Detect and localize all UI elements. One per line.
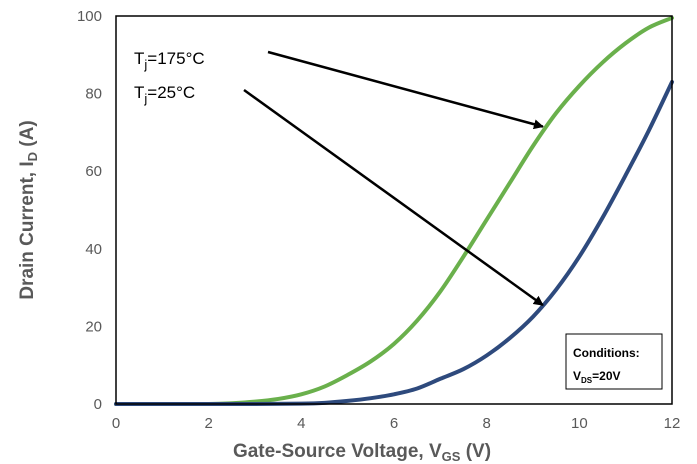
x-tick-label: 2 [204,415,212,432]
x-tick-label: 8 [482,415,490,432]
y-tick-label: 100 [77,8,102,25]
annotation-label-tj-25c: Tj=25°C [134,83,195,106]
annotation-arrow-tj-175c [267,50,544,130]
x-tick-label: 12 [664,415,681,432]
annotations: Tj=175°C Tj=25°C [134,49,544,307]
x-axis-title: Gate-Source Voltage, VGS (V) [233,441,491,464]
conditions-box: Conditions: VDS=20V [565,333,663,390]
annotation-label-tj-175c: Tj=175°C [134,49,205,72]
conditions-value: VDS=20V [573,369,621,385]
x-tick-label: 4 [297,415,305,432]
y-axis-ticks: 0 20 40 60 80 100 [77,8,102,413]
x-axis-ticks: 0 2 4 6 8 10 12 [112,415,681,432]
y-tick-label: 40 [85,241,102,258]
y-axis-title: Drain Current, ID (A) [17,120,40,299]
x-tick-label: 6 [390,415,398,432]
x-tick-label: 0 [112,415,120,432]
y-tick-label: 60 [85,163,102,180]
annotation-arrow-tj-25c [243,88,544,307]
y-tick-label: 80 [85,86,102,103]
conditions-heading: Conditions: [573,346,640,360]
x-tick-label: 10 [571,415,588,432]
y-tick-label: 0 [94,396,102,413]
y-tick-label: 20 [85,318,102,335]
conditions-box-frame [565,333,663,390]
plot-area-frame [115,15,673,405]
